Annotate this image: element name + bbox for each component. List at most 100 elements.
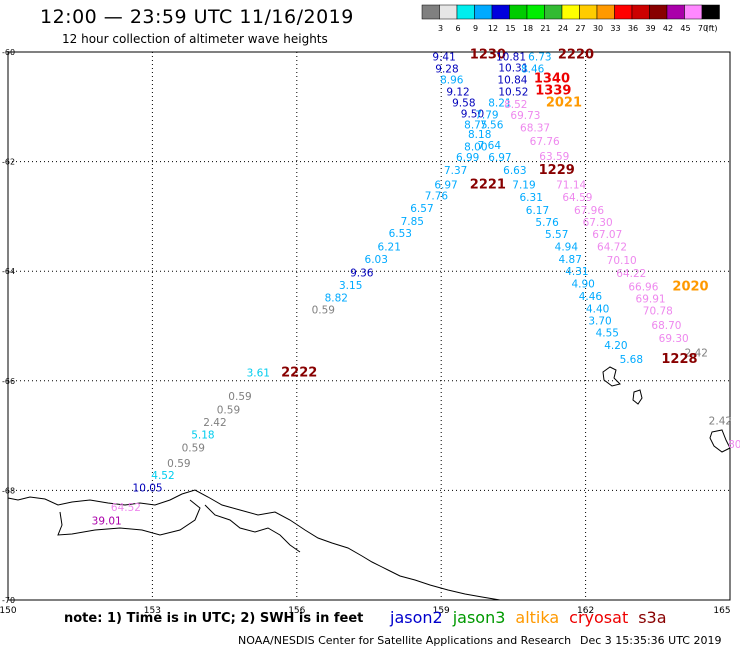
wave-height-label: 8.18 [468, 129, 491, 141]
color-scale-legend: 3 6 9 12 15 18 21 24 27 30 33 36 39 42 45 70(ft) [421, 4, 720, 33]
antarctic-coastline [7, 489, 514, 601]
wave-height-label: 4.20 [604, 340, 627, 352]
wave-height-label: 64.59 [562, 192, 592, 204]
color-scale-swatch [509, 4, 528, 20]
satellite-jason3: jason3 [452, 608, 506, 627]
wave-height-label: 9.58 [452, 97, 475, 109]
lon-tick-label: 162 [577, 606, 594, 616]
wave-height-label: 71.14 [556, 180, 586, 192]
wave-height-label: 10.31 [498, 62, 528, 74]
map-title: 12:00 — 23:59 UTC 11/16/2019 [40, 6, 354, 28]
wave-height-label: 8.82 [325, 293, 348, 305]
map-frame [7, 51, 731, 601]
ice-shelf-inlet [57, 499, 201, 536]
lat-tick-label: -64 [2, 267, 15, 276]
lat-tick-label: -62 [2, 158, 15, 167]
wave-height-label: 4.40 [586, 303, 609, 315]
wave-height-label: 6.53 [389, 228, 412, 240]
wave-height-label: 0.59 [217, 404, 240, 416]
lon-tick-label: 153 [144, 606, 161, 616]
satellite-cryosat: cryosat [569, 608, 629, 627]
time-label: 2220 [558, 48, 594, 63]
wave-height-label: 69.30 [659, 333, 689, 345]
color-scale-label: 3 [438, 24, 443, 33]
lon-tick-label: 165 [713, 606, 730, 616]
wave-height-label: 6.99 [456, 152, 479, 164]
ice-shelf-edge [204, 504, 301, 553]
wave-height-label: 2.42 [709, 415, 732, 427]
wave-height-label: 69.91 [636, 294, 666, 306]
wave-height-label: 7.19 [512, 180, 535, 192]
color-scale-label: 36 [628, 24, 638, 33]
island-1 [602, 366, 621, 387]
wave-height-label: 8.96 [440, 74, 464, 86]
wave-height-label: 3.70 [588, 316, 611, 328]
wave-height-label: 7.79 [475, 109, 498, 121]
wave-height-label: 0.59 [182, 443, 205, 455]
map-note: note: 1) Time is in UTC; 2) SWH is in fe… [64, 611, 364, 626]
island-2 [632, 389, 643, 405]
lat-tick-label: -66 [2, 377, 15, 386]
color-scale-swatch [456, 4, 475, 20]
time-label: 1339 [535, 83, 571, 98]
time-label: 1229 [539, 163, 575, 178]
wave-height-label: 10.05 [133, 483, 163, 495]
color-scale-unit: (ft) [705, 24, 717, 33]
wave-height-label: 9.28 [435, 63, 458, 75]
wave-height-label: 2.42 [685, 347, 708, 359]
color-scale-label: 21 [540, 24, 550, 33]
wave-height-label: 3.61 [247, 368, 270, 380]
satellite-altika: altika [515, 608, 560, 627]
wave-height-label: 8.52 [504, 99, 527, 111]
wave-height-label: 5.68 [620, 354, 643, 366]
color-scale-label: 33 [610, 24, 620, 33]
wave-height-label: 67.76 [530, 136, 560, 148]
wave-height-label: 4.31 [565, 266, 588, 278]
wave-height-label: 8.46 [521, 63, 545, 75]
color-scale-swatch [666, 4, 685, 20]
wave-height-label: 9.50 [461, 108, 484, 120]
lon-tick-label: 150 [0, 606, 17, 616]
color-scale-swatch [421, 4, 440, 20]
coastline [7, 366, 731, 601]
wave-height-label: 64.22 [616, 268, 646, 280]
lon-tick-label: 159 [433, 606, 450, 616]
island-3 [709, 429, 731, 453]
wave-height-label: 2.42 [203, 417, 226, 429]
wave-height-label: 4.94 [555, 242, 579, 254]
wave-height-label: 67.30 [583, 217, 613, 229]
color-scale-label: 42 [663, 24, 673, 33]
wave-height-label: 64.72 [597, 242, 627, 254]
wave-height-label: 7.76 [425, 191, 449, 203]
wave-height-label: 3.15 [339, 280, 362, 292]
wave-height-label: 10.52 [498, 86, 528, 98]
time-label: 2021 [546, 95, 582, 110]
wave-height-label: 8.21 [488, 97, 511, 109]
color-scale-swatch [614, 4, 633, 20]
credit-line: NOAA/NESDIS Center for Satellite Applica… [238, 634, 572, 647]
satellite-s3a: s3a [638, 608, 667, 627]
time-label: 1230 [470, 48, 506, 63]
wave-height-label: 9.41 [432, 51, 455, 63]
wave-height-label: 10.81 [496, 51, 526, 63]
wave-height-label: 6.57 [410, 203, 433, 215]
color-scale-label: 24 [558, 24, 568, 33]
color-scale-swatch [544, 4, 563, 20]
wave-height-label: 0.59 [228, 391, 251, 403]
wave-height-label: 7.85 [401, 216, 424, 228]
wave-height-label: 7.56 [480, 119, 504, 131]
color-scale-swatch [491, 4, 510, 20]
wave-height-label: 8.00 [464, 141, 487, 153]
wave-height-label: 7.64 [478, 140, 502, 152]
color-scale-label: 12 [488, 24, 498, 33]
lat-tick-label: -68 [2, 486, 15, 495]
lon-tick-label: 156 [288, 606, 305, 616]
color-scale-swatch [631, 4, 650, 20]
color-scale-label: 45 [680, 24, 690, 33]
time-label: 1228 [661, 352, 697, 367]
wave-height-label: 70.10 [607, 255, 637, 267]
wave-height-label: 68.37 [520, 123, 550, 135]
color-scale-swatch [684, 4, 703, 20]
